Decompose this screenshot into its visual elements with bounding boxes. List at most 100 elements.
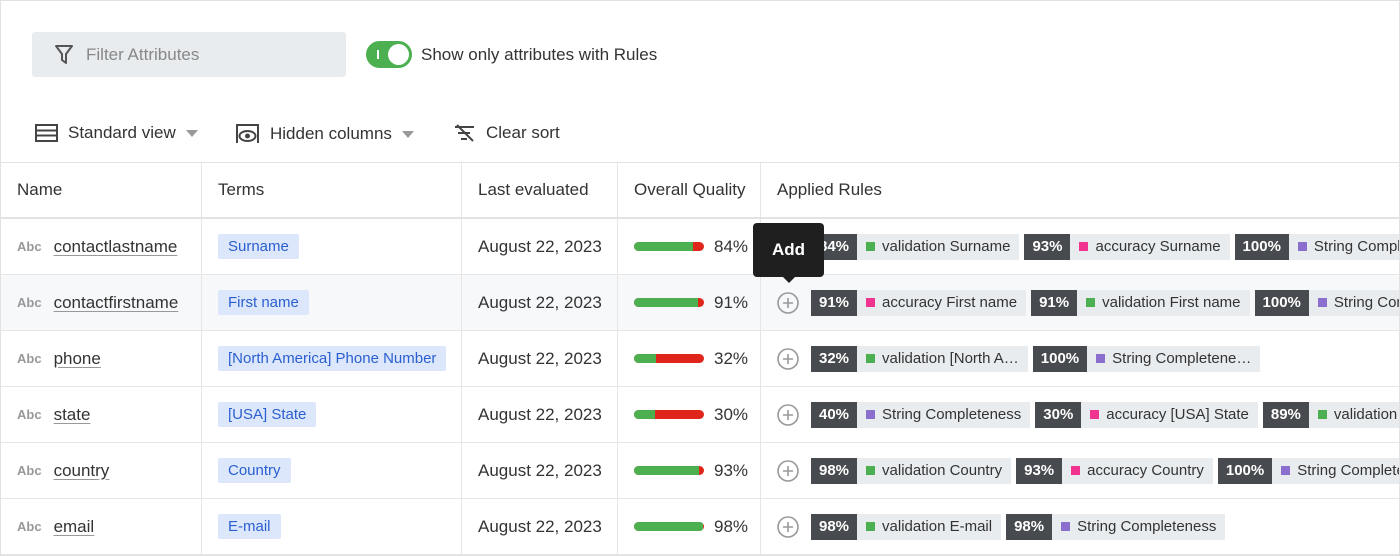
term-tag[interactable]: [North America] Phone Number — [218, 346, 447, 371]
rule-chip[interactable]: 100% String Completeness — [1217, 457, 1399, 484]
term-tag[interactable]: Country — [218, 458, 291, 483]
add-rule-icon[interactable] — [777, 459, 799, 482]
rule-dot — [1317, 410, 1327, 419]
filter-placeholder: Filter Attributes — [86, 44, 200, 64]
filter-input[interactable]: Filter Attributes — [32, 32, 346, 77]
rules-cell: 40% String Completeness 30% accuracy [USA] … — [761, 387, 1399, 442]
add-rule-icon[interactable] — [777, 403, 799, 426]
terms-cell: E-mail — [202, 499, 462, 554]
column-header[interactable]: Overall Quality — [618, 163, 761, 217]
quality-label: 84% — [714, 236, 749, 256]
rule-chip[interactable]: 30% accuracy [USA] State — [1035, 401, 1258, 428]
rule-chip[interactable]: 100% String Completene… — [1032, 345, 1261, 372]
rule-chip[interactable]: 89% validation [USA] State — [1262, 401, 1399, 428]
rule-chip[interactable]: 100% String Completeness — [1254, 289, 1399, 316]
rule-score: 93% — [1024, 233, 1071, 260]
view-button[interactable]: Standard view — [35, 123, 198, 143]
terms-cell: Country — [202, 443, 462, 498]
column-header[interactable]: Applied Rules — [777, 180, 882, 199]
quality-bar — [634, 354, 657, 363]
rule-name: String Completeness — [1333, 294, 1399, 311]
add-rule-icon[interactable] — [777, 515, 799, 538]
filter-icon — [55, 44, 73, 64]
rule-chip[interactable]: 91% validation First name — [1031, 289, 1250, 316]
rule-name-box: validation Country — [857, 457, 1012, 484]
attribute-name[interactable]: country — [53, 460, 110, 480]
rule-dot — [866, 298, 876, 307]
rule-name-box: String Completeness — [857, 401, 1031, 428]
rule-chip[interactable]: 93% accuracy Country — [1016, 457, 1213, 484]
terms-cell: [North America] Phone Number — [202, 331, 462, 386]
term-tag[interactable]: Surname — [218, 234, 299, 259]
type-label: Abc — [17, 519, 42, 534]
term-tag[interactable]: [USA] State — [218, 402, 317, 427]
column-header[interactable]: Terms — [202, 163, 462, 217]
add-rule-icon[interactable] — [777, 291, 799, 314]
rule-score: 100% — [1217, 457, 1273, 484]
rule-dot — [866, 522, 876, 531]
rule-dot — [1071, 466, 1081, 475]
rule-name: validation E-mail — [882, 518, 993, 535]
type-label: Abc — [17, 351, 42, 366]
terms-cell: Surname — [202, 219, 462, 274]
quality-label: 30% — [714, 404, 749, 424]
rule-dot — [866, 354, 876, 363]
name-cell: Abc contactfirstname — [1, 275, 202, 330]
rule-name: accuracy Surname — [1095, 238, 1221, 255]
rule-name-box: validation Surname — [857, 233, 1020, 260]
term-tag[interactable]: First name — [218, 290, 309, 315]
attribute-name[interactable]: state — [53, 404, 91, 424]
rule-score: 32% — [811, 345, 858, 372]
rule-chip[interactable]: 98% String Completeness — [1006, 513, 1226, 540]
type-label: Abc — [17, 463, 42, 478]
rule-name-box: validation [USA] State — [1308, 401, 1399, 428]
type-label: Abc — [17, 239, 42, 254]
rule-chip[interactable]: 98% validation E-mail — [811, 513, 1002, 540]
clear-sort-icon — [455, 124, 474, 142]
attribute-name[interactable]: phone — [53, 348, 101, 368]
quality-track — [634, 242, 704, 251]
hidden-columns-button[interactable]: Hidden columns — [235, 123, 414, 145]
rule-name-box: accuracy Surname — [1070, 233, 1230, 260]
rule-score: 93% — [1016, 457, 1063, 484]
rule-dot — [1297, 242, 1307, 251]
date: August 22, 2023 — [478, 236, 602, 256]
clear-sort-button[interactable]: Clear sort — [454, 123, 560, 143]
rule-dot — [1086, 298, 1096, 307]
rules-toggle[interactable] — [366, 41, 412, 68]
term-tag[interactable]: E-mail — [218, 514, 281, 539]
attribute-name[interactable]: contactlastname — [53, 236, 178, 256]
date-cell: August 22, 2023 — [462, 499, 618, 554]
rule-chip[interactable]: 100% String Completeness — [1234, 233, 1399, 260]
column-header[interactable]: Name — [1, 163, 202, 217]
quality-bar — [634, 466, 700, 475]
rule-chip[interactable]: 93% accuracy Surname — [1024, 233, 1230, 260]
name-cell: Abc state — [1, 387, 202, 442]
rule-score: 100% — [1032, 345, 1088, 372]
rule-chip[interactable]: 32% validation [North A… — [811, 345, 1028, 372]
tooltip: Add — [753, 223, 824, 283]
rule-score: 98% — [811, 513, 858, 540]
rules-cell: 84% validation Surname 93% accuracy Surname… — [761, 219, 1399, 274]
attribute-name[interactable]: contactfirstname — [53, 292, 179, 312]
column-header[interactable]: Last evaluated — [462, 163, 618, 217]
attribute-name[interactable]: email — [53, 516, 95, 536]
rule-chip[interactable]: 84% validation Surname — [811, 233, 1020, 260]
rule-chip[interactable]: 91% accuracy First name — [811, 289, 1027, 316]
rules-cell: 32% validation [North A… 100% String Comple… — [761, 331, 1399, 386]
rule-name-box: String Completeness — [1288, 233, 1399, 260]
add-rule-icon[interactable] — [777, 347, 799, 370]
type-label: Abc — [17, 407, 42, 422]
rule-name-box: validation E-mail — [857, 513, 1002, 540]
rule-name-box: accuracy [USA] State — [1081, 401, 1258, 428]
view-label: Standard view — [68, 123, 176, 142]
rule-name: String Completeness — [882, 406, 1022, 423]
rule-chip[interactable]: 98% validation Country — [811, 457, 1012, 484]
rule-name: validation Surname — [882, 238, 1011, 255]
rule-name: accuracy Country — [1087, 462, 1204, 479]
rule-chip[interactable]: 40% String Completeness — [811, 401, 1031, 428]
rule-score: 30% — [1035, 401, 1082, 428]
quality-track — [634, 298, 704, 307]
quality-bar — [634, 242, 693, 251]
